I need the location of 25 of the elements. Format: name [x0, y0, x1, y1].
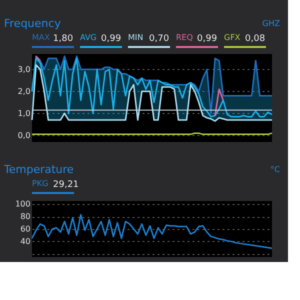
text: 1,80 — [53, 34, 74, 44]
y-tick-label: 3,0 — [18, 64, 30, 74]
text: 0,70 — [149, 34, 170, 44]
text: 0,08 — [245, 34, 266, 44]
y-tick-label: 40 — [20, 236, 30, 246]
y-tick-label: 1,0 — [18, 108, 30, 118]
y-tick-label: 0,0 — [18, 130, 30, 140]
y-tick-label: 80 — [20, 212, 30, 222]
y-tick-label: 60 — [20, 224, 30, 234]
y-tick-label: 2,0 — [18, 86, 30, 96]
text: GFX — [224, 33, 241, 42]
text: 0,99 — [101, 34, 122, 44]
series-label: MAX — [32, 33, 50, 42]
text: PKG — [32, 179, 48, 188]
y-axis-title: °C — [270, 165, 280, 174]
text: REQ — [176, 33, 193, 42]
line-series — [31, 214, 273, 250]
text: AVG — [80, 33, 97, 42]
y-tick-label: 100 — [15, 200, 30, 209]
text: MIN — [128, 33, 144, 42]
chart-title: Temperature — [3, 163, 74, 176]
text: 0,99 — [197, 34, 218, 44]
y-axis-title: GHZ — [262, 19, 281, 28]
text: 29,21 — [53, 180, 79, 190]
chart-title: Frequency — [4, 17, 62, 30]
